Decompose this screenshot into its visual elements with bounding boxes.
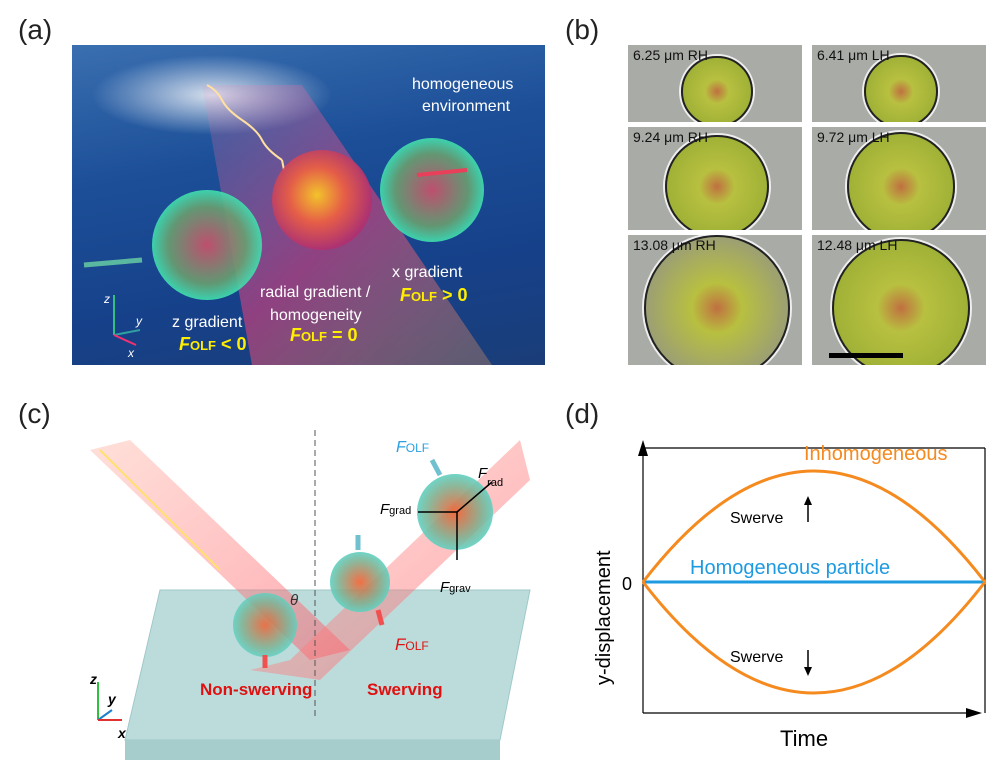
panel-label-b: (b) xyxy=(565,14,600,45)
f-grad: Fgrad xyxy=(380,501,411,518)
inhomogeneous-label: Inhomogeneous xyxy=(804,443,947,465)
f-rad: Frad xyxy=(478,465,503,489)
micrograph-cell: 6.41 μm LH xyxy=(812,45,986,122)
f-olf-top: FOLF xyxy=(396,439,429,456)
z-gradient-particle xyxy=(152,190,262,300)
droplet xyxy=(665,134,769,230)
micrograph-cell: 12.48 μm LH xyxy=(812,235,986,365)
size-label: 9.72 μm LH xyxy=(817,129,890,145)
micrograph-cell: 9.72 μm LH xyxy=(812,127,986,230)
panel-a-illustration: z y x homogeneous environment z gradient… xyxy=(72,45,545,365)
swerve-down-label: Swerve xyxy=(730,649,783,666)
panel-label-d: (d) xyxy=(565,398,600,429)
micrograph-cell: 13.08 μm RH xyxy=(628,235,802,365)
non-swerving-label: Non-swerving xyxy=(200,680,312,699)
svg-text:x: x xyxy=(117,725,127,741)
axis-y: y xyxy=(135,314,143,328)
droplet xyxy=(644,235,790,365)
axis-x: x xyxy=(127,346,135,360)
droplet xyxy=(681,55,753,122)
x-gradient-particle xyxy=(380,138,484,242)
svg-text:y: y xyxy=(107,691,117,707)
swerve-up-label: Swerve xyxy=(730,510,783,527)
homogeneous-label: Homogeneous particle xyxy=(690,557,890,579)
radial-line2: homogeneity xyxy=(270,307,362,324)
droplet xyxy=(864,54,938,122)
f-olf-bottom: FOLF xyxy=(395,635,429,654)
swerving-label: Swerving xyxy=(367,680,443,699)
z-gradient-label: z gradient xyxy=(172,314,243,331)
z-force: FOLF < 0 xyxy=(179,334,247,354)
size-label: 12.48 μm LH xyxy=(817,237,898,253)
droplet xyxy=(846,132,956,230)
radial-line1: radial gradient / xyxy=(260,284,371,301)
theta: θ xyxy=(290,592,298,609)
size-label: 13.08 μm RH xyxy=(633,237,716,253)
env-line1: homogeneous xyxy=(412,76,513,93)
left-arrow xyxy=(83,257,143,268)
y-axis-label: y-displacement xyxy=(593,550,615,685)
svg-text:z: z xyxy=(89,671,97,687)
size-label: 9.24 μm RH xyxy=(633,129,708,145)
x-axis-label: Time xyxy=(780,726,828,751)
panel-c-illustration: θ FOLF Fgrad Fgrav Frad FOLF Non-swervin… xyxy=(89,430,531,760)
panel-label-c: (c) xyxy=(18,398,51,429)
env-line2: environment xyxy=(422,98,511,115)
zero-tick: 0 xyxy=(622,574,632,594)
panel-d-plot: Inhomogeneous Homogeneous particle Swerv… xyxy=(593,440,987,751)
size-label: 6.41 μm LH xyxy=(817,47,890,63)
size-label: 6.25 μm RH xyxy=(633,47,708,63)
x-gradient-label: x gradient xyxy=(392,264,463,281)
inhomogeneous-curve-up xyxy=(641,469,987,583)
micrograph-cell: 9.24 μm RH xyxy=(628,127,802,230)
x-force: FOLF > 0 xyxy=(400,285,468,305)
axis-z: z xyxy=(103,292,110,306)
f-grav: Fgrav xyxy=(440,579,471,596)
radial-force: FOLF = 0 xyxy=(290,325,358,345)
droplet xyxy=(831,238,971,365)
scale-bar xyxy=(829,353,903,358)
panel-label-a: (a) xyxy=(18,14,53,45)
micrograph-cell: 6.25 μm RH xyxy=(628,45,802,122)
right-arrow xyxy=(416,168,468,177)
inhomogeneous-curve-down xyxy=(641,581,987,695)
